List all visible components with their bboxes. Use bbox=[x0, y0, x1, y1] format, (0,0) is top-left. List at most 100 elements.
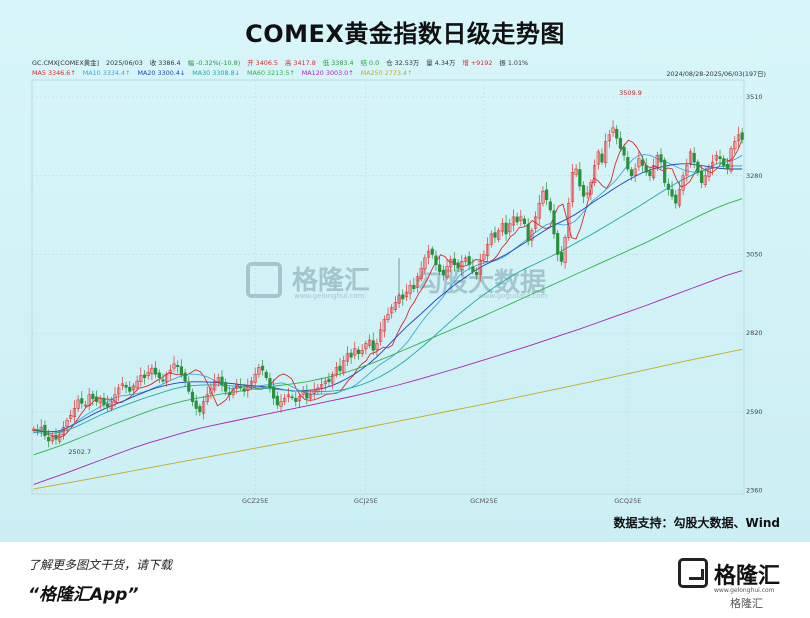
candle-up bbox=[482, 254, 486, 260]
candle-up bbox=[331, 373, 335, 384]
candle-down bbox=[718, 156, 722, 159]
candle-down bbox=[183, 372, 187, 382]
quote-field: 低 3383.4 bbox=[322, 59, 354, 67]
candle-down bbox=[327, 378, 331, 383]
ma-legend-entry: MA5 3346.6↑ bbox=[32, 69, 76, 77]
candle-up bbox=[533, 216, 538, 229]
candle-down bbox=[412, 284, 416, 290]
candle-down bbox=[220, 376, 224, 385]
ma-line-ma120 bbox=[33, 270, 743, 485]
brand-logo-icon bbox=[678, 558, 708, 588]
candle-up bbox=[87, 394, 91, 407]
candle-down bbox=[648, 170, 652, 177]
candle-up bbox=[511, 216, 516, 226]
candle-up bbox=[685, 165, 689, 176]
candle-up bbox=[519, 216, 523, 221]
candle-up bbox=[69, 415, 73, 419]
candle-down bbox=[548, 201, 552, 211]
candle-up bbox=[688, 151, 693, 164]
candle-up bbox=[390, 307, 394, 314]
candle-down bbox=[615, 128, 619, 139]
candle-up bbox=[65, 420, 69, 427]
candle-up bbox=[681, 175, 685, 191]
candle-up bbox=[286, 394, 290, 398]
candle-up bbox=[497, 230, 501, 240]
ma-line-ma250 bbox=[33, 348, 743, 490]
candle-up bbox=[655, 154, 659, 167]
candle-down bbox=[725, 163, 729, 170]
candle-down bbox=[102, 397, 106, 406]
candle-up bbox=[308, 394, 313, 399]
watermark-separator bbox=[398, 258, 400, 304]
candle-down bbox=[338, 365, 342, 372]
candle-down bbox=[522, 218, 527, 225]
candle-up bbox=[345, 353, 350, 362]
brand-logo[interactable]: 格隆汇 www.gelonghui.com 格隆汇 bbox=[678, 556, 788, 612]
candle-up bbox=[297, 396, 302, 402]
candle-up bbox=[393, 302, 397, 310]
candle-down bbox=[441, 269, 445, 276]
candle-up bbox=[150, 367, 154, 375]
candle-up bbox=[246, 385, 250, 391]
candle-up bbox=[209, 387, 213, 394]
candle-down bbox=[556, 232, 560, 255]
candle-up bbox=[213, 380, 217, 391]
brand-url: www.gelonghui.com bbox=[714, 587, 775, 594]
candle-down bbox=[80, 398, 84, 404]
candle-up bbox=[168, 369, 172, 374]
candle-up bbox=[98, 397, 102, 404]
quote-field: 幅 -0.32%(-10.8) bbox=[187, 59, 241, 67]
candle-up bbox=[131, 385, 136, 391]
candle-up bbox=[76, 399, 80, 409]
y-tick-label: 2820 bbox=[746, 329, 763, 337]
candle-up bbox=[61, 426, 65, 436]
y-tick-label: 3510 bbox=[746, 93, 763, 101]
candle-down bbox=[674, 194, 678, 204]
candle-down bbox=[260, 365, 265, 371]
ma-line-ma20 bbox=[33, 163, 743, 433]
candle-down bbox=[371, 340, 375, 351]
candle-down bbox=[176, 365, 180, 368]
candle-up bbox=[419, 267, 423, 280]
candle-up bbox=[500, 223, 504, 232]
candle-down bbox=[670, 189, 674, 197]
candle-up bbox=[592, 165, 597, 183]
candle-down bbox=[242, 388, 246, 392]
quote-info-line: GC.CMX[COMEX黄金] 2025/06/03 收 3386.4 幅 -0.32… bbox=[32, 58, 535, 67]
candle-down bbox=[629, 169, 634, 177]
candle-up bbox=[604, 141, 608, 164]
candle-up bbox=[449, 259, 453, 268]
ma-legend-entry: MA30 3308.8↓ bbox=[192, 69, 240, 77]
candle-up bbox=[537, 202, 541, 219]
candle-down bbox=[438, 264, 442, 272]
candle-up bbox=[397, 295, 401, 304]
quote-field: 振 1.01% bbox=[499, 59, 529, 67]
candle-down bbox=[264, 371, 268, 378]
candle-up bbox=[574, 168, 578, 175]
candle-up bbox=[530, 230, 534, 241]
candle-up bbox=[235, 384, 239, 389]
candle-up bbox=[334, 367, 338, 375]
candle-up bbox=[563, 237, 567, 264]
candle-up bbox=[216, 377, 220, 383]
candle-up bbox=[279, 401, 283, 407]
candle-down bbox=[430, 248, 434, 255]
candle-down bbox=[179, 366, 184, 375]
candle-up bbox=[323, 380, 327, 385]
candle-down bbox=[106, 403, 110, 408]
candle-down bbox=[600, 153, 604, 163]
candle-down bbox=[581, 185, 586, 197]
x-tick-label: GCJ25E bbox=[354, 497, 378, 505]
candle-down bbox=[559, 252, 563, 262]
ma-line-ma10 bbox=[33, 154, 743, 434]
brand-sub: 格隆汇 bbox=[730, 597, 763, 610]
candle-up bbox=[404, 291, 409, 298]
y-tick-label: 3280 bbox=[746, 172, 763, 180]
candle-up bbox=[415, 276, 420, 288]
ma-legend-entry: MA10 3334.4↑ bbox=[82, 69, 131, 77]
ma-legend-entry: MA250 2773.4↑ bbox=[360, 69, 413, 77]
candle-up bbox=[342, 360, 346, 374]
candle-down bbox=[666, 183, 670, 190]
quote-field: 收 3386.4 bbox=[149, 59, 181, 67]
candle-down bbox=[578, 169, 582, 187]
